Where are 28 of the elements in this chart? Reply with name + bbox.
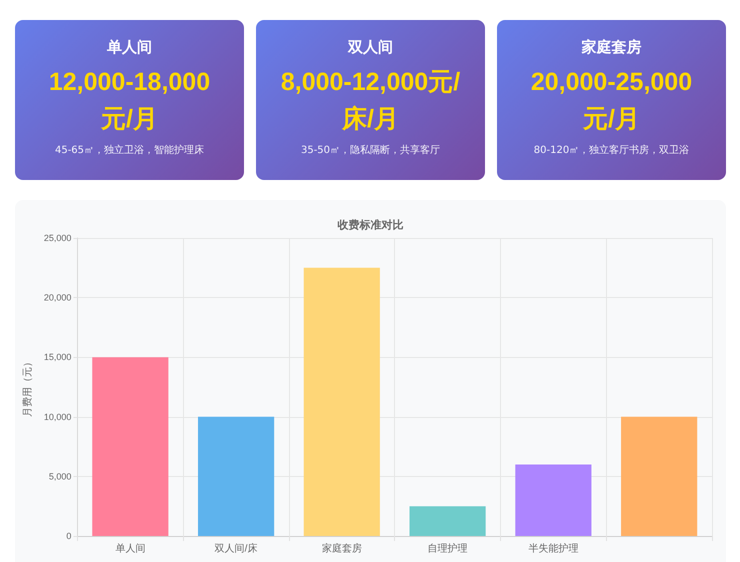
x-tick-label: 自理护理 <box>428 542 468 554</box>
bar <box>198 416 274 536</box>
text: 家庭套房 <box>580 37 642 58</box>
y-tick-label: 15,000 <box>44 352 72 362</box>
bar <box>92 357 168 536</box>
x-tick-label: 双人间/床 <box>214 542 258 554</box>
x-tick-label: 单人间 <box>115 542 146 554</box>
y-tick-label: 20,000 <box>44 292 72 303</box>
y-tick-label: 25,000 <box>44 233 72 243</box>
text: 35-50㎡，隐私隔断，共享客厅 <box>300 144 442 158</box>
y-tick-label: 0 <box>66 531 72 541</box>
text: 45-65㎡，独立卫浴，智能护理床 <box>54 144 206 158</box>
y-tick-label: 10,000 <box>44 412 72 422</box>
bar <box>304 268 380 536</box>
x-tick-label: 家庭套房 <box>322 542 362 554</box>
text: 20,000-25,000元/月 <box>530 67 694 135</box>
bar <box>621 416 698 536</box>
x-tick-label: 半失能护理 <box>528 542 578 554</box>
y-tick-label: 5,000 <box>48 471 72 482</box>
text: 单人间 <box>106 37 153 58</box>
y-axis-title: 月费用（元） <box>22 357 34 417</box>
chart-title: 收费标准对比 <box>338 218 404 232</box>
text: 8,000-12,000元/床/月 <box>280 67 462 135</box>
text: 双人间 <box>346 37 394 58</box>
bar <box>515 464 592 536</box>
bar <box>410 506 486 536</box>
text: 12,000-18,000元/月 <box>48 67 212 135</box>
text: 80-120㎡，独立客厅书房，双卫浴 <box>532 144 690 158</box>
